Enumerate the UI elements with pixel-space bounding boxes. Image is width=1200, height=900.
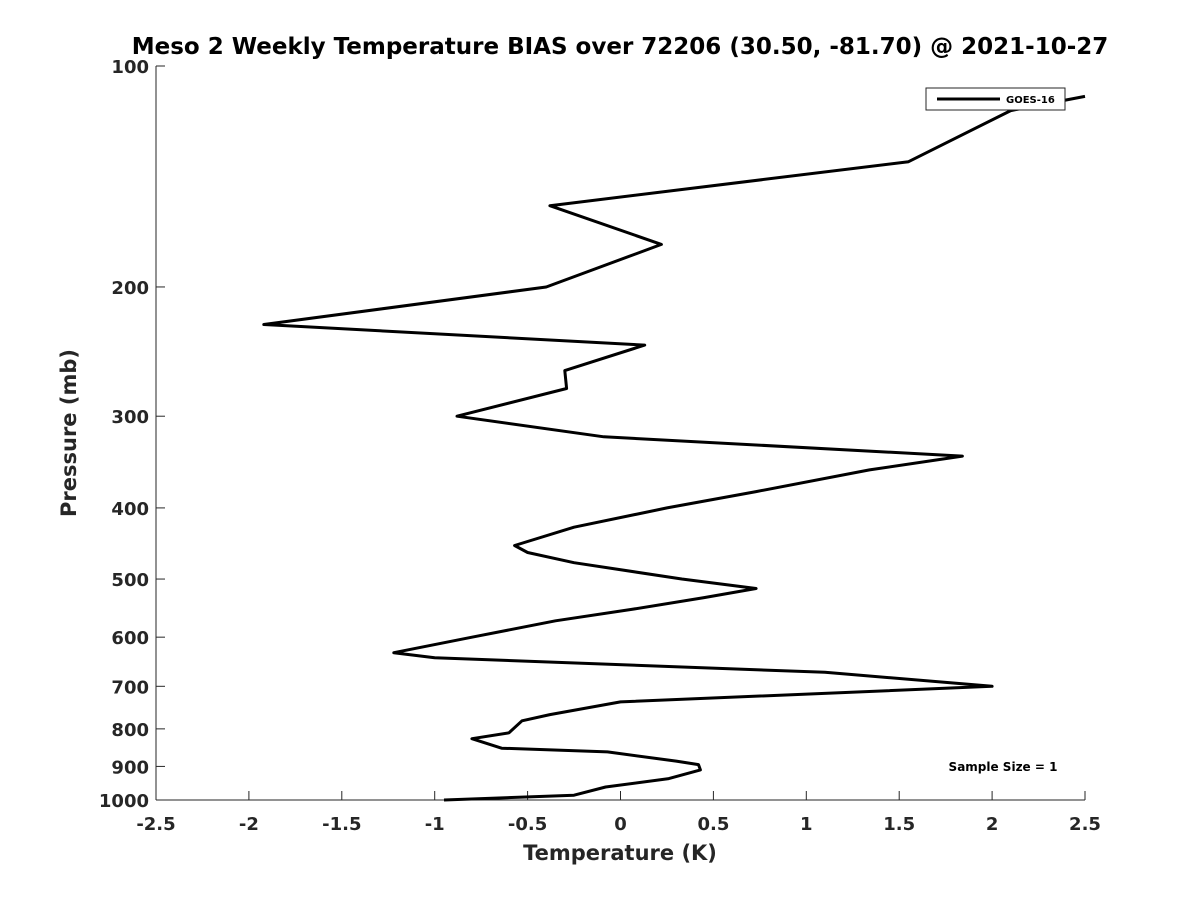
x-tick-label: 1 [800, 814, 813, 835]
chart-title: Meso 2 Weekly Temperature BIAS over 7220… [132, 34, 1109, 60]
x-tick-label: 0 [614, 814, 627, 835]
y-tick-label: 500 [111, 570, 149, 591]
y-tick-label: 600 [111, 628, 149, 649]
x-tick-label: 2 [986, 814, 999, 835]
x-tick-label: -1.5 [322, 814, 361, 835]
y-tick-label: 100 [111, 57, 149, 78]
y-axis-label: Pressure (mb) [57, 349, 81, 517]
y-tick-label: 900 [111, 757, 149, 778]
x-tick-label: 1.5 [883, 814, 915, 835]
sample-size-annotation: Sample Size = 1 [949, 760, 1058, 774]
x-tick-label: -1 [425, 814, 445, 835]
x-tick-label: -0.5 [508, 814, 547, 835]
y-tick-label: 700 [111, 677, 149, 698]
x-tick-label: -2.5 [136, 814, 175, 835]
y-tick-label: 1000 [99, 791, 149, 812]
x-tick-label: -2 [239, 814, 259, 835]
y-tick-label: 400 [111, 499, 149, 520]
legend-label-goes-16: GOES-16 [1006, 95, 1055, 106]
legend: GOES-16 [925, 87, 1066, 111]
series-line-goes-16 [262, 94, 1086, 802]
x-tick-label: 0.5 [697, 814, 729, 835]
x-tick-label: 2.5 [1069, 814, 1101, 835]
y-tick-label: 300 [111, 407, 149, 428]
x-axis-label: Temperature (K) [523, 841, 717, 865]
y-tick-label: 200 [111, 278, 149, 299]
y-tick-label: 800 [111, 720, 149, 741]
